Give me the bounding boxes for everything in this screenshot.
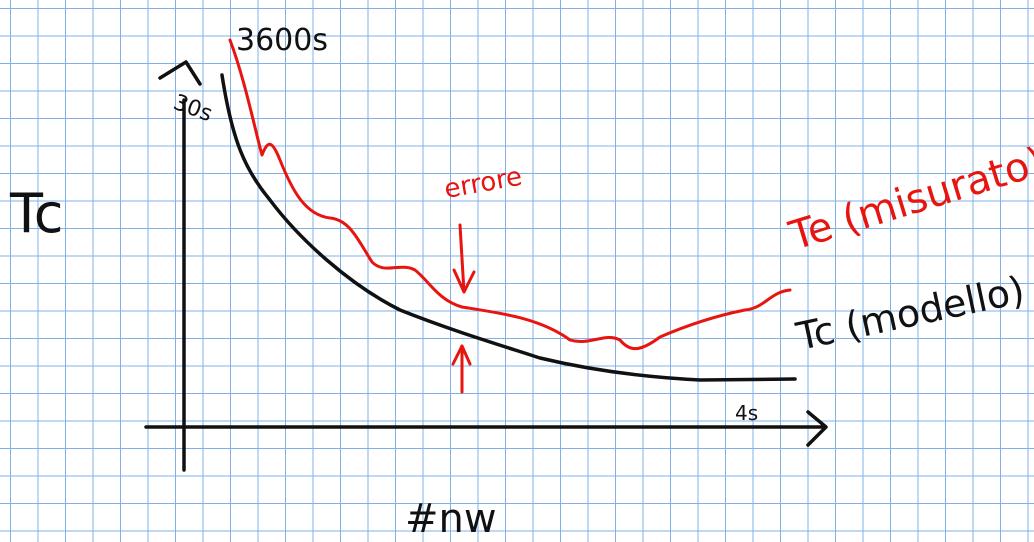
y-axis: [160, 62, 200, 470]
x-axis: [146, 412, 826, 445]
y-top-model: 30s: [170, 90, 216, 127]
x-end-label: 4s: [735, 401, 758, 425]
error-arrow-up: [453, 346, 470, 392]
page: Tc 3600s 30s errore Te (misurato) Tc (mo…: [0, 0, 1034, 542]
measured-curve: [230, 40, 790, 349]
x-axis-label: #nw: [405, 496, 497, 542]
measured-label: Te (misurato): [784, 139, 1034, 260]
model-curve: [222, 75, 795, 380]
y-top-measured: 3600s: [236, 23, 328, 58]
model-label: Tc (modello): [792, 268, 1029, 359]
sketch: Tc 3600s 30s errore Te (misurato) Tc (mo…: [0, 0, 1034, 542]
y-axis-label: Tc: [9, 182, 64, 245]
error-annotation: errore: [442, 162, 524, 205]
error-arrow-down: [454, 225, 474, 292]
